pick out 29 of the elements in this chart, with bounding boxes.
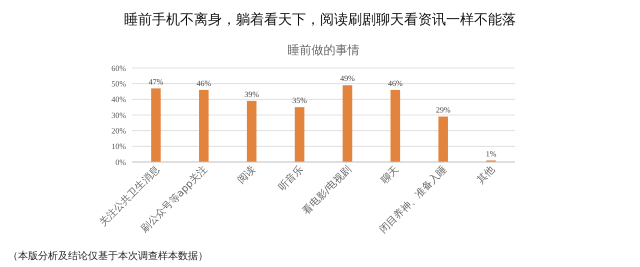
data-label: 1%	[486, 149, 497, 158]
x-tick-label: 聊天	[378, 164, 402, 186]
data-label: 35%	[292, 96, 308, 106]
chart-title: 睡前手机不离身，躺着看天下，阅读刷剧聊天看资讯一样不能落	[124, 12, 516, 28]
data-label: 49%	[340, 74, 356, 84]
y-tick-label: 20%	[111, 126, 126, 136]
y-tick-label: 30%	[111, 110, 126, 120]
bar	[438, 116, 448, 162]
x-tick-label: 听音乐	[276, 164, 306, 194]
y-tick-label: 0%	[115, 158, 126, 167]
y-tick-label: 40%	[111, 95, 126, 104]
x-tick-label: 其他	[474, 164, 498, 186]
data-label: 46%	[196, 78, 212, 88]
bar	[199, 90, 209, 162]
bar	[246, 100, 256, 162]
bar	[342, 85, 352, 162]
data-label: 46%	[388, 78, 403, 88]
text: （本版分析及结论仅基于本次调查样本数据）	[8, 250, 208, 262]
bar	[294, 107, 304, 162]
x-tick-label: 阅读	[235, 164, 258, 186]
y-tick-label: 50%	[111, 79, 126, 88]
y-tick-label: 10%	[111, 142, 126, 152]
data-label: 39%	[244, 90, 260, 99]
data-label: 47%	[148, 77, 164, 86]
chart-subtitle: 睡前做的事情	[288, 43, 360, 57]
bar	[151, 88, 161, 162]
y-tick-label: 60%	[111, 64, 126, 73]
bar	[390, 90, 400, 162]
data-label: 29%	[436, 106, 451, 115]
